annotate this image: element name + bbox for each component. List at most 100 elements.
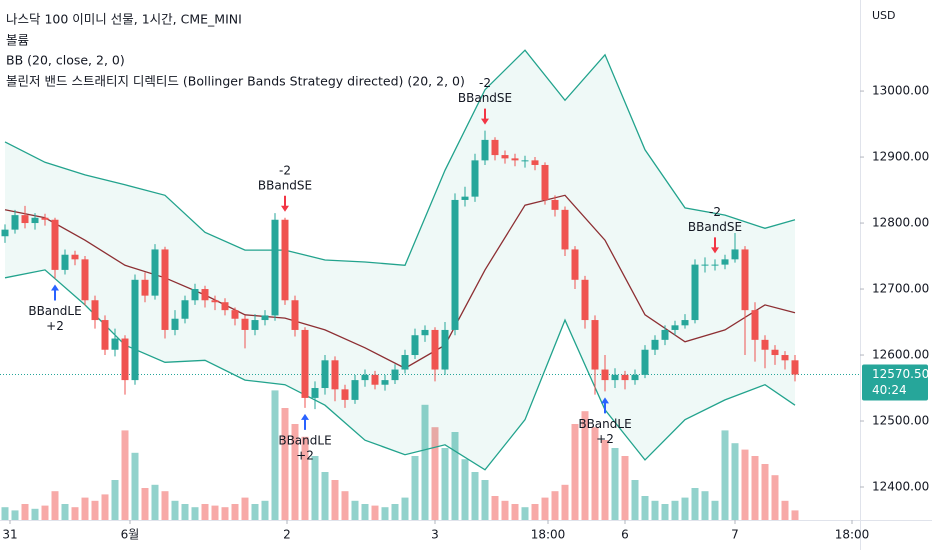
candle-body	[161, 249, 169, 330]
volume-bar	[731, 443, 739, 520]
candle-body	[201, 289, 209, 301]
volume-bar	[741, 449, 749, 520]
candle-body	[611, 374, 619, 381]
candle-body	[151, 249, 159, 296]
candle-body	[641, 349, 649, 375]
candle-body	[341, 389, 349, 400]
volume-bar	[491, 496, 499, 520]
candle-body	[311, 388, 319, 398]
candle-body	[191, 289, 199, 301]
y-tick-label: 12600.00	[872, 348, 929, 362]
candle-body	[21, 215, 29, 224]
candle-body	[261, 315, 269, 321]
x-tick-label: 6	[621, 528, 629, 542]
volume-bar	[371, 505, 379, 520]
candle-body	[91, 300, 99, 321]
candle-body	[461, 196, 469, 200]
volume-bar	[651, 500, 659, 520]
volume-bar	[591, 427, 599, 520]
x-tick-label: 3	[431, 528, 439, 542]
volume-bar	[481, 480, 489, 520]
volume-bar	[271, 390, 279, 520]
signal-label: BBandLE	[278, 433, 331, 447]
candle-body	[741, 249, 749, 311]
signal-qty: -2	[279, 163, 291, 177]
signal-qty: +2	[46, 319, 64, 333]
x-tick-label: 6월	[121, 528, 140, 542]
volume-bar	[431, 427, 439, 520]
indicator-label: 볼린저 밴드 스트래티지 디렉티드 (Bollinger Bands Strat…	[6, 74, 465, 89]
signal-label: BBandSE	[458, 91, 512, 105]
candle-body	[471, 160, 479, 197]
candle-body	[521, 160, 529, 162]
candle-body	[61, 254, 69, 270]
candle-body	[671, 325, 679, 330]
indicator-label: BB (20, close, 2, 0)	[6, 53, 125, 68]
volume-bar	[451, 432, 459, 520]
volume-bar	[321, 472, 329, 520]
volume-bar	[791, 510, 799, 520]
volume-bar	[1, 507, 9, 520]
volume-bar	[311, 456, 319, 520]
volume-bar	[631, 480, 639, 520]
candle-body	[771, 349, 779, 356]
candle-body	[321, 360, 329, 389]
candle-body	[211, 300, 219, 303]
volume-bar	[521, 507, 529, 520]
candle-body	[411, 335, 419, 356]
volume-bar	[711, 500, 719, 520]
currency-label: USD	[872, 9, 896, 22]
volume-bar	[241, 497, 249, 520]
volume-bar	[551, 491, 559, 520]
candle-body	[81, 259, 89, 301]
candle-body	[351, 380, 359, 400]
candle-body	[291, 300, 299, 330]
x-tick-label: 7	[731, 528, 739, 542]
signal-arrow	[281, 195, 289, 212]
x-tick-label: 18:00	[531, 528, 566, 542]
signal-arrow	[481, 108, 489, 125]
volume-bar	[761, 464, 769, 520]
candle-body	[221, 302, 229, 311]
volume-bar	[611, 448, 619, 520]
volume-bar	[511, 504, 519, 520]
candle-body	[751, 310, 759, 340]
volume-bar	[781, 500, 789, 520]
candle-body	[301, 329, 309, 398]
signal-label: BBandSE	[688, 220, 742, 234]
candle-body	[661, 329, 669, 340]
candle-body	[631, 374, 639, 381]
candle-body	[691, 264, 699, 321]
candle-body	[401, 355, 409, 370]
volume-bar	[31, 508, 39, 520]
last-price-label: 12570.50	[872, 367, 929, 381]
x-tick-label: 18:00	[835, 528, 870, 542]
volume-bar	[81, 497, 89, 520]
candle-body	[271, 219, 279, 316]
volume-bar	[171, 500, 179, 520]
volume-bar	[771, 475, 779, 520]
volume-bar	[601, 440, 609, 520]
candle-body	[121, 338, 129, 381]
candle-body	[231, 310, 239, 319]
volume-bar	[261, 500, 269, 520]
volume-bar	[661, 504, 669, 520]
candle-body	[41, 217, 49, 220]
volume-bar	[571, 424, 579, 520]
candle-body	[391, 369, 399, 381]
y-tick-label: 12900.00	[872, 150, 929, 164]
signal-label: BBandSE	[258, 178, 312, 192]
candle-body	[591, 320, 599, 370]
volume-bar	[331, 480, 339, 520]
candle-body	[731, 249, 739, 260]
candle-body	[651, 339, 659, 350]
volume-bar	[471, 472, 479, 520]
candle-body	[361, 374, 369, 381]
volume-bar	[421, 404, 429, 520]
candle-body	[481, 139, 489, 161]
candle-body	[541, 164, 549, 200]
candle-body	[181, 300, 189, 319]
volume-bar	[91, 500, 99, 520]
x-tick-label: 2	[283, 528, 291, 542]
